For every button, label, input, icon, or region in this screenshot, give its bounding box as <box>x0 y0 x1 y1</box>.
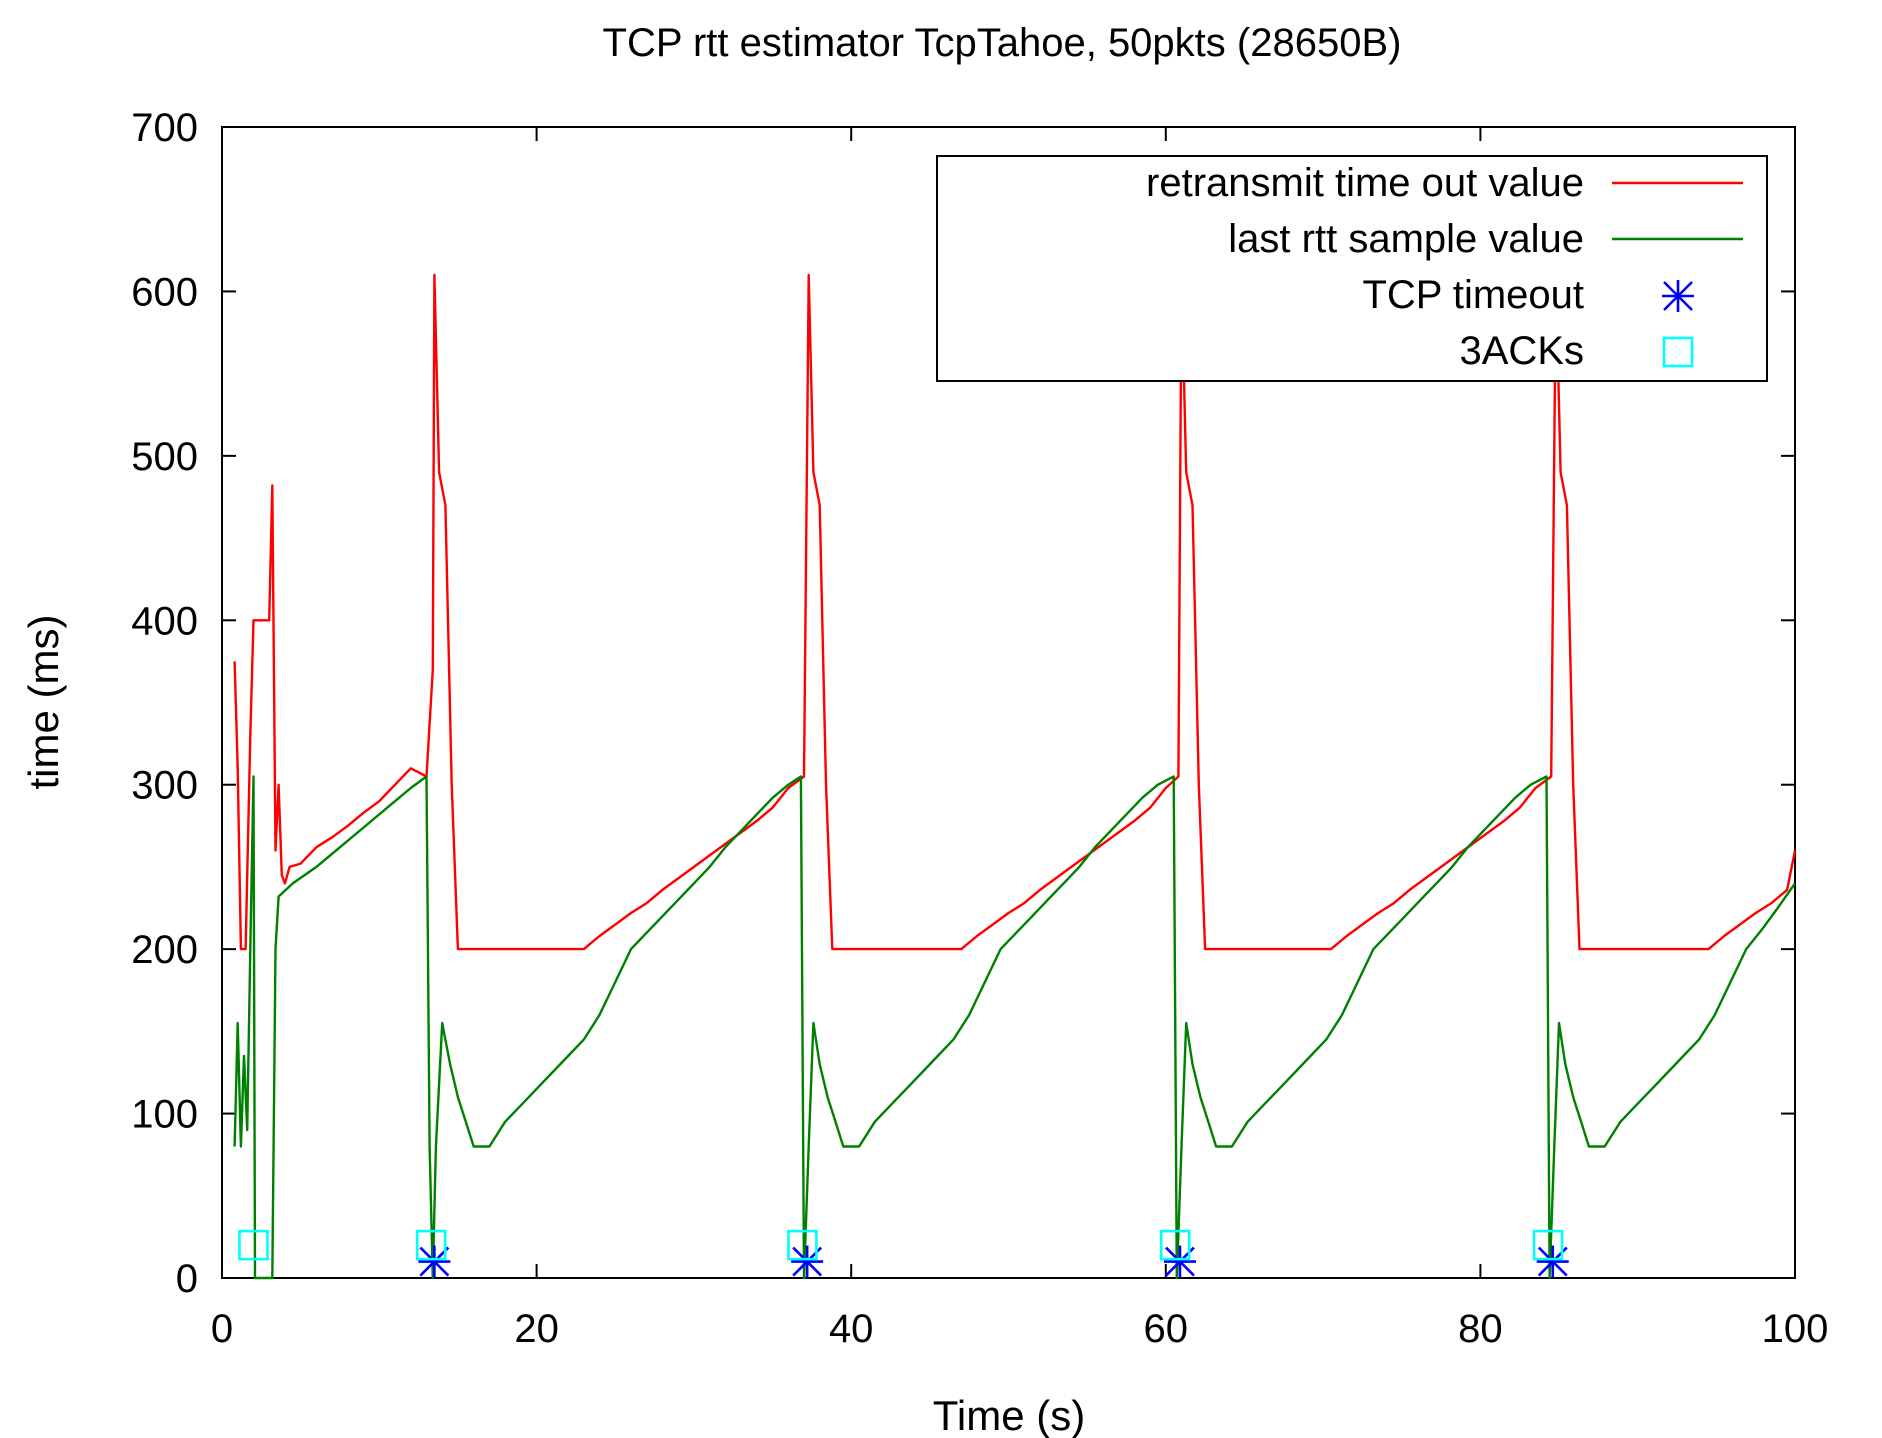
y-axis: 0 100 200 300 400 500 600 700 <box>131 106 1795 1301</box>
y-tick-label: 0 <box>176 1257 198 1301</box>
x-axis-label: Time (s) <box>933 1392 1085 1438</box>
series-2 <box>418 1245 1569 1278</box>
y-tick-label: 700 <box>131 106 198 150</box>
y-tick-label: 100 <box>131 1093 198 1137</box>
timeout-marker <box>418 1245 451 1278</box>
series-line <box>233 775 1796 1280</box>
x-axis: 0 20 40 60 80 100 <box>211 127 1829 1351</box>
series-1 <box>233 775 1796 1280</box>
x-tick-label: 0 <box>211 1307 233 1351</box>
legend: retransmit time out value last rtt sampl… <box>936 155 1768 382</box>
legend-swatch-3acks <box>1662 336 1694 368</box>
three-ack-marker <box>1532 1229 1564 1261</box>
legend-label-rto: retransmit time out value <box>1146 161 1584 205</box>
series-line <box>233 273 1797 951</box>
three-ack-marker <box>787 1229 818 1261</box>
legend-box <box>936 155 1768 382</box>
y-tick-label: 300 <box>131 764 198 808</box>
timeout-marker <box>791 1245 824 1278</box>
series-0 <box>233 273 1797 951</box>
x-tick-label: 80 <box>1458 1307 1503 1351</box>
legend-label-rtt: last rtt sample value <box>1228 217 1584 261</box>
legend-label-timeout: TCP timeout <box>1362 273 1584 317</box>
series-layer <box>233 273 1797 1280</box>
x-tick-label: 60 <box>1144 1307 1189 1351</box>
x-tick-label: 20 <box>514 1307 559 1351</box>
chart-title: TCP rtt estimator TcpTahoe, 50pkts (2865… <box>603 21 1402 65</box>
x-tick-label: 100 <box>1762 1307 1829 1351</box>
timeout-marker <box>1163 1245 1196 1278</box>
plot-frame <box>221 126 1796 1279</box>
y-tick-label: 200 <box>131 928 198 972</box>
three-ack-marker <box>1159 1229 1191 1261</box>
timeout-marker <box>1536 1245 1569 1278</box>
y-tick-label: 600 <box>131 270 198 314</box>
legend-swatch-timeout <box>1662 280 1694 312</box>
series-3 <box>238 1229 1564 1261</box>
x-tick-label: 40 <box>829 1307 874 1351</box>
three-ack-marker <box>415 1229 447 1261</box>
y-tick-label: 500 <box>131 435 198 479</box>
y-axis-label: time (ms) <box>20 615 67 790</box>
legend-label-3acks: 3ACKs <box>1460 329 1585 373</box>
three-ack-marker <box>238 1229 269 1261</box>
y-tick-label: 400 <box>131 599 198 643</box>
